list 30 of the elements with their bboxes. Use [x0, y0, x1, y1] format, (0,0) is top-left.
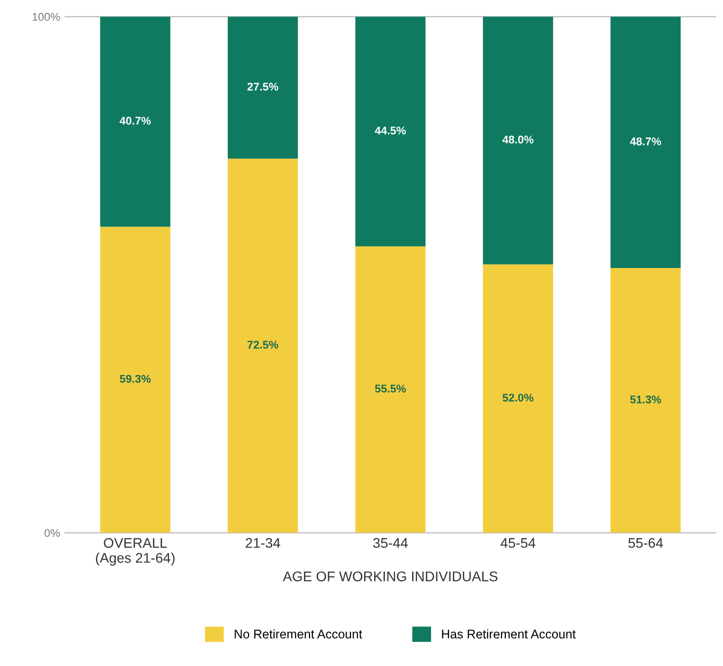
y-tick-label: 100%	[32, 12, 60, 21]
data-label: 48.7%	[630, 137, 662, 146]
data-label: 27.5%	[247, 82, 278, 91]
bar	[355, 246, 426, 533]
data-label: 72.5%	[248, 340, 278, 349]
x-axis-title: AGE OF WORKING INDIVIDUALS	[282, 571, 498, 582]
bar	[228, 158, 298, 533]
data-label: 59.3%	[120, 374, 151, 383]
bar	[228, 16, 298, 159]
bar	[355, 16, 426, 246]
data-label: 48.0%	[502, 136, 534, 144]
x-tick-label: 45-54	[500, 538, 536, 548]
data-label: 44.5%	[374, 126, 406, 134]
data-label: 55.5%	[375, 384, 406, 393]
legend-label: No Retirement Account	[234, 629, 362, 639]
bar	[100, 16, 170, 227]
legend-label: Has Retirement Account	[442, 629, 576, 639]
y-tick-label: 0%	[44, 529, 60, 537]
bar	[482, 264, 554, 533]
bar	[610, 268, 681, 533]
data-label: 52.0%	[502, 394, 534, 402]
x-tick-label: 55-64	[628, 538, 663, 548]
x-tick-label: 35-44	[373, 538, 408, 548]
data-label: 40.7%	[120, 116, 151, 125]
x-tick-label: OVERALL (Ages 21-64)	[96, 538, 175, 566]
x-tick-label: 21-34	[246, 538, 280, 548]
bar	[610, 16, 681, 268]
data-label: 51.3%	[630, 396, 662, 404]
bar	[482, 16, 554, 264]
bar	[100, 226, 170, 533]
